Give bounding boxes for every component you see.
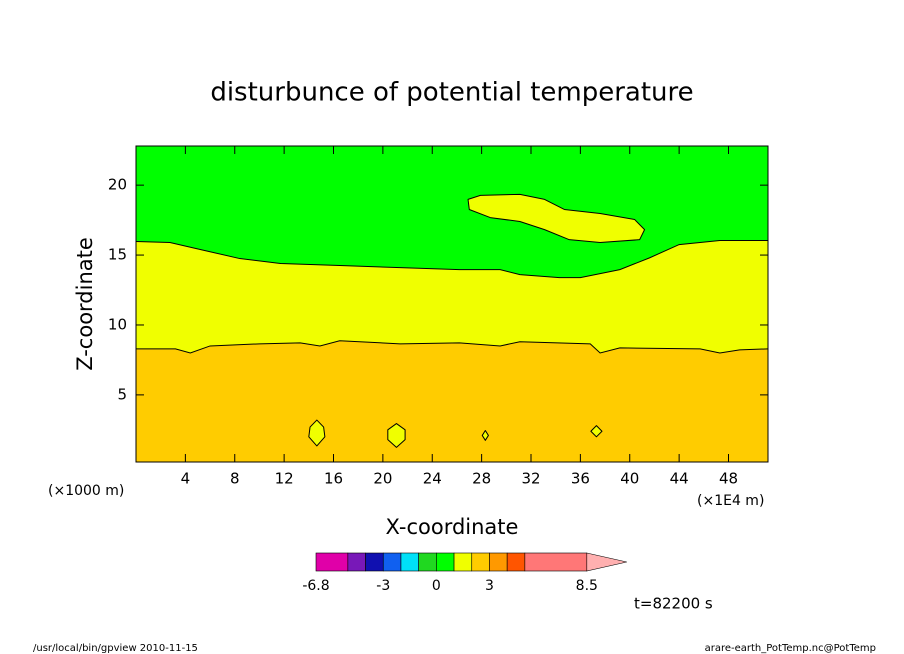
y-tick-label: 15 <box>108 246 127 264</box>
colorbar-box <box>400 552 419 572</box>
colorbar-box <box>471 552 490 572</box>
footer-right: arare-earth_PotTemp.nc@PotTemp <box>705 643 876 654</box>
colorbar-tick-label: 3 <box>485 578 494 594</box>
contour-island <box>387 423 406 448</box>
time-label: t=82200 s <box>634 595 713 613</box>
contour-band <box>136 146 768 278</box>
colorbar-box <box>365 552 384 572</box>
x-axis-label: X-coordinate <box>386 515 519 539</box>
colorbar-box <box>418 552 437 572</box>
colorbar-tick-label: 0 <box>432 578 441 594</box>
x-tick-label: 16 <box>324 470 343 488</box>
y-tick-label: 20 <box>108 176 127 194</box>
contour-island <box>481 430 489 441</box>
x-tick-label: 4 <box>181 470 191 488</box>
colorbar-box <box>436 552 455 572</box>
y-tick-label: 5 <box>117 385 127 403</box>
colorbar-tick-label: -6.8 <box>302 578 329 594</box>
x-tick-label: 24 <box>423 470 442 488</box>
chart-title: disturbunce of potential temperature <box>210 78 693 108</box>
colorbar-box <box>489 552 508 572</box>
x-tick-label: 32 <box>521 470 540 488</box>
x-tick-label: 40 <box>620 470 639 488</box>
x-tick-label: 20 <box>373 470 392 488</box>
colorbar-box <box>453 552 473 572</box>
contour-line <box>136 340 769 354</box>
x-tick-label: 28 <box>472 470 491 488</box>
colorbar-box <box>524 552 588 572</box>
footer-left: /usr/local/bin/gpview 2010-11-15 <box>33 643 198 654</box>
contour-island <box>308 419 326 447</box>
colorbar-box <box>506 552 526 572</box>
x-tick-label: 36 <box>571 470 590 488</box>
y-tick-label: 10 <box>108 315 127 333</box>
colorbar-tick-label: -3 <box>376 578 390 594</box>
colorbar-box <box>382 552 402 572</box>
contour-line <box>135 240 768 279</box>
x-unit: (×1E4 m) <box>697 493 764 509</box>
colorbar-tick-label: 8.5 <box>576 578 598 594</box>
y-unit: (×1000 m) <box>48 483 124 499</box>
colorbar-extend <box>586 552 627 572</box>
contour-island <box>467 193 646 243</box>
colorbar-box <box>315 552 349 572</box>
x-tick-label: 12 <box>275 470 294 488</box>
x-tick-label: 44 <box>670 470 689 488</box>
plot-frame <box>135 145 769 463</box>
colorbar-box <box>347 552 366 572</box>
x-tick-label: 48 <box>719 470 738 488</box>
y-axis-label: Z-coordinate <box>73 237 97 371</box>
x-tick-label: 8 <box>230 470 240 488</box>
contour-island <box>590 425 603 438</box>
